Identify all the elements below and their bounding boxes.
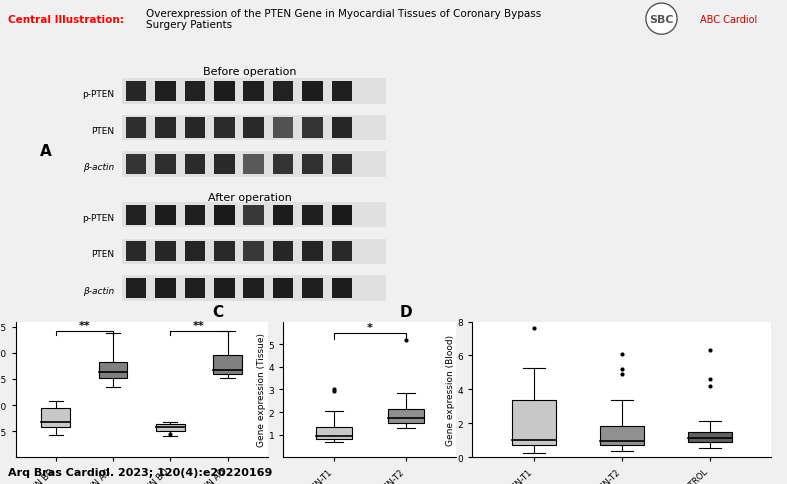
Text: **: ** <box>193 320 205 330</box>
Bar <box>316 427 352 439</box>
Bar <box>302 242 323 262</box>
Bar <box>273 242 294 262</box>
Bar <box>302 278 323 298</box>
Bar <box>302 205 323 226</box>
Bar <box>273 155 294 175</box>
Bar <box>243 205 264 226</box>
Text: C: C <box>212 304 223 319</box>
Bar <box>126 278 146 298</box>
Bar <box>42 408 70 427</box>
Text: p-PTEN: p-PTEN <box>82 213 114 222</box>
Text: D: D <box>400 304 412 319</box>
Bar <box>243 118 264 138</box>
Text: SBC: SBC <box>649 15 674 25</box>
Bar <box>331 155 352 175</box>
Bar <box>98 363 127 378</box>
Text: PTEN: PTEN <box>91 250 114 259</box>
Bar <box>243 155 264 175</box>
Bar <box>121 203 386 228</box>
Text: **: ** <box>79 320 91 330</box>
Bar <box>126 242 146 262</box>
Bar <box>155 278 176 298</box>
Text: β-actin: β-actin <box>83 163 114 172</box>
Text: ABC Cardiol: ABC Cardiol <box>700 15 757 25</box>
Bar <box>243 278 264 298</box>
Bar <box>126 155 146 175</box>
Bar <box>185 205 205 226</box>
Bar <box>688 432 732 442</box>
Bar <box>126 82 146 102</box>
Bar <box>214 118 235 138</box>
Text: p-PTEN: p-PTEN <box>82 90 114 99</box>
Bar <box>388 409 424 423</box>
Bar <box>185 118 205 138</box>
Bar <box>155 118 176 138</box>
Bar <box>185 82 205 102</box>
Text: *: * <box>367 322 373 332</box>
Bar <box>214 205 235 226</box>
Bar <box>121 152 386 178</box>
Bar <box>155 155 176 175</box>
Text: Before operation: Before operation <box>203 66 297 76</box>
Text: PTEN: PTEN <box>91 126 114 135</box>
Bar <box>243 82 264 102</box>
Bar <box>185 155 205 175</box>
Bar <box>126 118 146 138</box>
Bar <box>121 116 386 141</box>
Bar <box>273 278 294 298</box>
Bar <box>302 118 323 138</box>
Bar <box>331 205 352 226</box>
Bar <box>156 424 185 431</box>
Bar <box>185 278 205 298</box>
Bar <box>331 242 352 262</box>
Bar <box>331 118 352 138</box>
Bar <box>243 242 264 262</box>
Bar <box>121 276 386 301</box>
Bar <box>185 242 205 262</box>
Text: Arq Bras Cardiol. 2023; 120(4):e20220169: Arq Bras Cardiol. 2023; 120(4):e20220169 <box>8 467 272 477</box>
Bar <box>214 278 235 298</box>
Bar <box>331 278 352 298</box>
Text: β-actin: β-actin <box>83 287 114 295</box>
Bar <box>214 155 235 175</box>
Bar <box>302 155 323 175</box>
Bar <box>121 239 386 264</box>
Bar <box>155 242 176 262</box>
Y-axis label: Gene expression (Tissue): Gene expression (Tissue) <box>257 333 266 447</box>
Bar <box>121 79 386 105</box>
Bar <box>273 82 294 102</box>
Bar <box>302 82 323 102</box>
Bar <box>155 205 176 226</box>
Bar <box>331 82 352 102</box>
Text: Central Illustration:: Central Illustration: <box>8 15 124 25</box>
Text: After operation: After operation <box>208 193 292 203</box>
Bar <box>214 82 235 102</box>
Text: A: A <box>40 143 52 158</box>
Bar <box>214 242 235 262</box>
Text: Overexpression of the PTEN Gene in Myocardial Tissues of Coronary Bypass
Surgery: Overexpression of the PTEN Gene in Myoca… <box>146 9 541 30</box>
Bar <box>273 205 294 226</box>
Bar <box>273 118 294 138</box>
Bar <box>155 82 176 102</box>
Bar <box>213 356 242 374</box>
Bar <box>600 426 644 445</box>
Y-axis label: Gene expression (Blood): Gene expression (Blood) <box>445 334 455 445</box>
Bar <box>126 205 146 226</box>
Bar <box>512 401 556 445</box>
